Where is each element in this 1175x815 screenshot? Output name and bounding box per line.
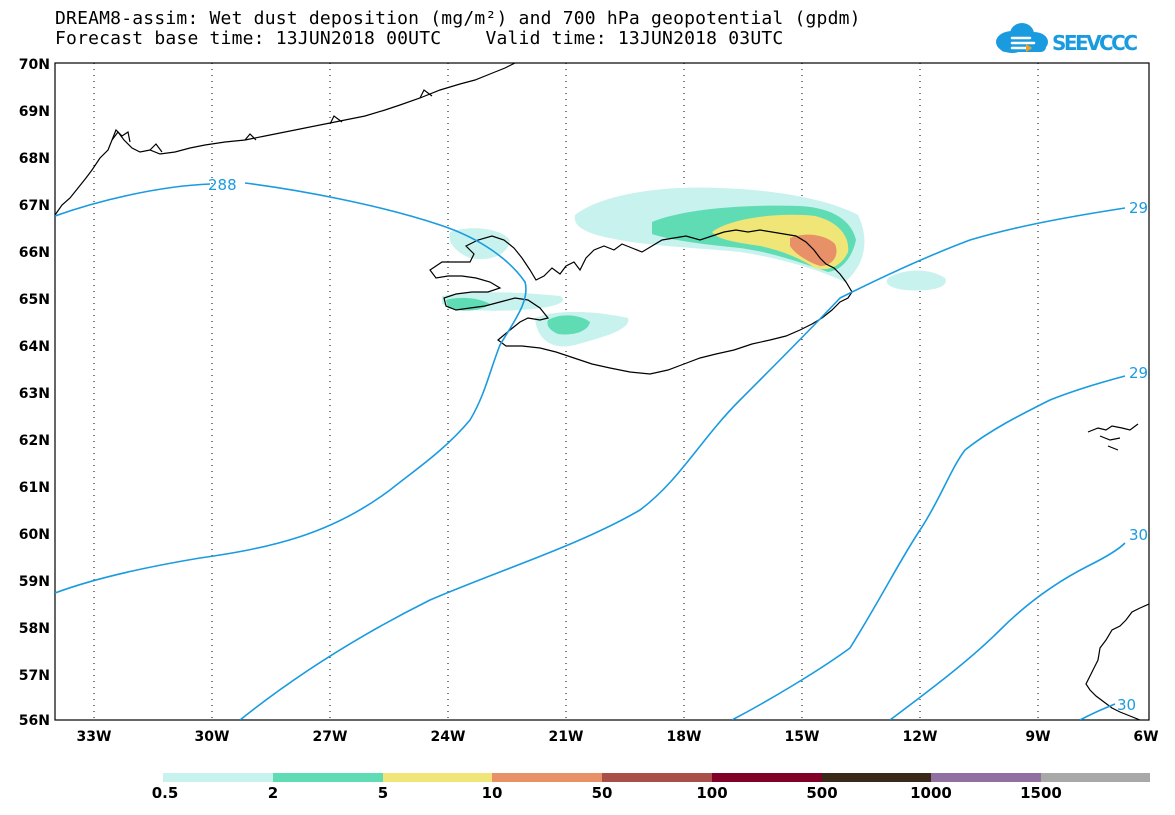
faroe-coast: [1087, 423, 1139, 451]
title-line-1: DREAM8-assim: Wet dust deposition (mg/m²…: [55, 8, 861, 29]
logo-text: SEEVCCC: [1052, 31, 1138, 55]
legend-label: 1000: [910, 784, 952, 802]
lat-label: 68N: [19, 151, 50, 167]
legend-label: 10: [481, 784, 503, 802]
lat-label: 65N: [19, 292, 50, 308]
greenland-coast: [55, 63, 516, 216]
legend-label: 50: [591, 784, 613, 802]
contour-label-294-lower: 29: [1129, 364, 1148, 382]
lon-label: 12W: [903, 729, 938, 745]
legend-label: 5: [377, 784, 389, 802]
contour-294a: [239, 207, 1126, 720]
dust-shading: [442, 187, 946, 347]
lon-label: 9W: [1025, 729, 1050, 745]
lat-label: 64N: [19, 339, 50, 355]
legend-swatch: [602, 773, 712, 782]
contour-label-300-upper: 30: [1129, 526, 1148, 544]
lat-label: 62N: [19, 433, 50, 449]
longitude-labels: 33W 30W 27W 24W 21W 18W 15W 12W 9W 6W: [77, 729, 1159, 745]
legend-label: 2: [267, 784, 279, 802]
contour-300a: [889, 542, 1126, 720]
scotland-coast: [1085, 603, 1149, 720]
lat-label: 63N: [19, 386, 50, 402]
contour-labels: 288 29 29 30 30: [208, 176, 1148, 714]
contour-294b: [731, 375, 1126, 720]
lon-label: 30W: [195, 729, 230, 745]
legend-swatch: [1041, 773, 1150, 782]
legend-swatch: [163, 773, 273, 782]
legend-swatch: [383, 773, 492, 782]
title-line-2: Forecast base time: 13JUN2018 00UTC Vali…: [55, 28, 784, 49]
legend-swatch: [492, 773, 602, 782]
lat-label: 59N: [19, 574, 50, 590]
contour-label-288: 288: [208, 176, 237, 194]
lat-label: 61N: [19, 480, 50, 496]
cloud-icon: [996, 23, 1048, 53]
legend-swatch: [931, 773, 1041, 782]
map-frame: [54, 62, 1150, 721]
legend-label: 500: [806, 784, 838, 802]
coastlines: [55, 63, 1149, 720]
latitude-labels: 70N 69N 68N 67N 66N 65N 64N 63N 62N 61N …: [19, 57, 50, 729]
legend-label: 0.5: [151, 784, 179, 802]
lon-label: 21W: [549, 729, 584, 745]
dust-area-2-west: [446, 297, 490, 311]
contour-label-294-upper: 29: [1129, 199, 1148, 217]
lat-label: 57N: [19, 668, 50, 684]
lat-label: 69N: [19, 104, 50, 120]
dust-area-10: [790, 234, 837, 266]
lat-label: 60N: [19, 527, 50, 543]
lon-label: 15W: [785, 729, 820, 745]
legend-swatch: [822, 773, 931, 782]
contour-300b: [1079, 703, 1116, 720]
legend-label: 100: [696, 784, 728, 802]
geopotential-contours: [55, 182, 1126, 720]
greenland-coast-detail: [111, 89, 433, 153]
lat-label: 70N: [19, 57, 50, 73]
lon-label: 27W: [313, 729, 348, 745]
lat-label: 67N: [19, 198, 50, 214]
lat-label: 56N: [19, 713, 50, 729]
legend-swatch: [273, 773, 383, 782]
lon-label: 24W: [431, 729, 466, 745]
dust-area-2-south: [547, 315, 590, 335]
seevccc-logo: SEEVCCC: [996, 23, 1138, 55]
iceland-coast: [429, 229, 853, 375]
legend-label: 1500: [1020, 784, 1062, 802]
legend-swatch: [712, 773, 822, 782]
contour-288: [55, 182, 527, 594]
dust-area-0-5-east: [886, 270, 946, 291]
lon-label: 18W: [667, 729, 702, 745]
lon-label: 33W: [77, 729, 112, 745]
contour-label-300-lower: 30: [1117, 696, 1136, 714]
lon-label: 6W: [1133, 729, 1158, 745]
lat-label: 58N: [19, 621, 50, 637]
lat-label: 66N: [19, 245, 50, 261]
